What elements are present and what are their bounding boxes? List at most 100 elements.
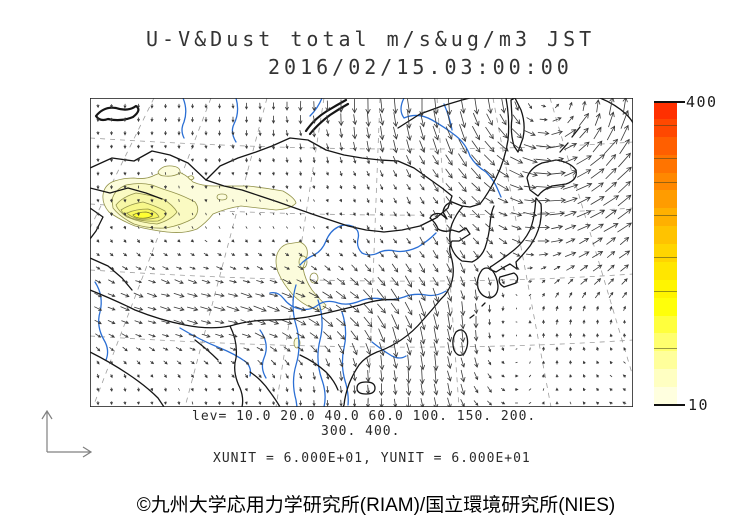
wind-arrow <box>621 278 628 285</box>
wind-arrow <box>511 225 522 231</box>
colorbar-segment <box>654 333 677 352</box>
wind-arrow <box>164 117 167 123</box>
wind-arrow <box>446 288 453 302</box>
wind-arrow <box>270 266 277 270</box>
wind-arrow <box>353 198 356 203</box>
wind-arrow <box>123 252 128 257</box>
wind-arrow <box>136 360 141 365</box>
wind-arrow <box>295 306 307 312</box>
wind-arrow <box>164 374 167 378</box>
wind-arrow <box>191 185 194 190</box>
wind-arrow <box>406 184 411 191</box>
colorbar-segment <box>654 136 677 156</box>
wind-arrow <box>352 126 358 140</box>
wind-arrow <box>272 373 276 379</box>
wind-arrow <box>231 158 235 163</box>
wind-arrow <box>569 387 573 392</box>
wind-arrow <box>555 333 559 338</box>
wind-arrow <box>446 250 452 260</box>
border-kazakh <box>90 150 207 240</box>
wind-arrow <box>269 346 278 352</box>
wind-arrow <box>474 276 479 287</box>
wind-arrow <box>406 98 412 114</box>
wind-arrow <box>474 344 479 355</box>
wind-arrow <box>123 225 127 230</box>
wind-arrow <box>338 265 344 271</box>
wind-arrow <box>488 319 491 326</box>
wind-arrow <box>258 130 262 137</box>
wind-arrow <box>582 360 586 364</box>
wind-arrow <box>542 332 545 338</box>
wind-arrow <box>391 263 399 273</box>
wind-arrow <box>474 98 480 115</box>
wind-arrow <box>203 266 210 270</box>
wind-arrow <box>509 197 524 204</box>
wind-arrow <box>204 158 208 163</box>
colorbar-segment <box>654 387 677 406</box>
wind-arrow <box>474 372 479 381</box>
wind-arrow <box>548 197 567 203</box>
wind-arrow <box>406 139 412 154</box>
wind-arrow <box>512 114 521 125</box>
wind-arrow <box>459 250 466 260</box>
wind-arrow <box>175 347 183 351</box>
wind-arrow <box>576 182 593 191</box>
wind-arrow <box>485 126 494 140</box>
wind-arrow <box>96 253 100 257</box>
wind-arrow <box>392 250 398 259</box>
wind-arrow <box>393 225 397 230</box>
wind-arrow <box>122 280 129 284</box>
wind-arrow <box>203 252 209 257</box>
wind-arrow <box>201 320 212 325</box>
wind-arrow <box>137 144 140 149</box>
wind-arrow <box>323 331 333 340</box>
wind-arrow <box>353 156 357 164</box>
wind-arrow <box>285 130 289 137</box>
wind-arrow <box>96 387 100 392</box>
wind-arrow <box>596 333 599 338</box>
wind-arrow <box>623 347 627 351</box>
wind-arrow <box>96 117 100 123</box>
meridian-line <box>367 98 381 407</box>
wind-arrow <box>299 157 302 164</box>
wind-arrow <box>285 144 289 150</box>
wind-arrow <box>150 361 155 365</box>
wind-arrow <box>578 251 590 258</box>
wind-arrow <box>405 263 412 273</box>
wind-arrow <box>620 236 630 245</box>
wind-arrow <box>150 117 154 123</box>
wind-arrow <box>204 130 208 136</box>
wind-arrow <box>433 354 439 372</box>
wind-arrow <box>339 212 342 216</box>
coast-sakhalin <box>510 98 525 153</box>
wind-arrow <box>514 388 519 391</box>
wind-arrow <box>312 115 316 124</box>
wind-arrow <box>110 171 113 176</box>
wind-arrow <box>107 306 116 311</box>
wind-arrow <box>232 226 234 229</box>
wind-arrow <box>148 280 157 284</box>
wind-arrow <box>313 226 315 229</box>
wind-arrow <box>537 211 551 217</box>
wind-arrow <box>555 103 560 109</box>
wind-arrow <box>352 358 357 368</box>
wind-arrow <box>150 158 154 163</box>
wind-arrow <box>550 143 565 149</box>
wind-arrow <box>566 265 576 271</box>
wind-arrow <box>619 250 631 259</box>
wind-arrow <box>474 303 479 315</box>
wind-arrow <box>177 144 181 149</box>
wind-arrow <box>190 387 194 392</box>
wind-arrow <box>484 209 495 219</box>
wind-arrow <box>580 265 589 271</box>
wind-arrow <box>258 102 262 110</box>
wind-arrow <box>299 212 302 216</box>
wind-arrow <box>191 374 195 378</box>
wind-arrow <box>353 184 356 190</box>
wind-arrow <box>135 266 142 270</box>
wind-arrow <box>392 156 398 165</box>
wind-arrow <box>324 265 331 271</box>
wind-arrow <box>245 212 248 216</box>
wind-arrow <box>366 170 370 177</box>
wind-arrow <box>379 383 384 397</box>
